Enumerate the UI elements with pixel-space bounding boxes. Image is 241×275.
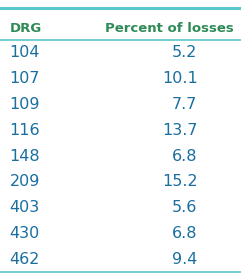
Text: 107: 107 <box>10 71 40 86</box>
Text: 104: 104 <box>10 45 40 60</box>
Text: 430: 430 <box>10 226 40 241</box>
Text: 6.8: 6.8 <box>172 226 198 241</box>
Text: 13.7: 13.7 <box>162 123 198 138</box>
Text: 109: 109 <box>10 97 40 112</box>
Text: 403: 403 <box>10 200 40 215</box>
Text: 15.2: 15.2 <box>162 174 198 189</box>
Text: 5.2: 5.2 <box>172 45 198 60</box>
Text: 10.1: 10.1 <box>162 71 198 86</box>
Text: 7.7: 7.7 <box>172 97 198 112</box>
Text: 209: 209 <box>10 174 40 189</box>
Text: Percent of losses: Percent of losses <box>105 22 234 35</box>
Text: 9.4: 9.4 <box>172 252 198 267</box>
Text: 5.6: 5.6 <box>172 200 198 215</box>
Text: 116: 116 <box>10 123 40 138</box>
Text: 6.8: 6.8 <box>172 148 198 164</box>
Text: 462: 462 <box>10 252 40 267</box>
Text: 148: 148 <box>10 148 40 164</box>
Text: DRG: DRG <box>10 22 42 35</box>
